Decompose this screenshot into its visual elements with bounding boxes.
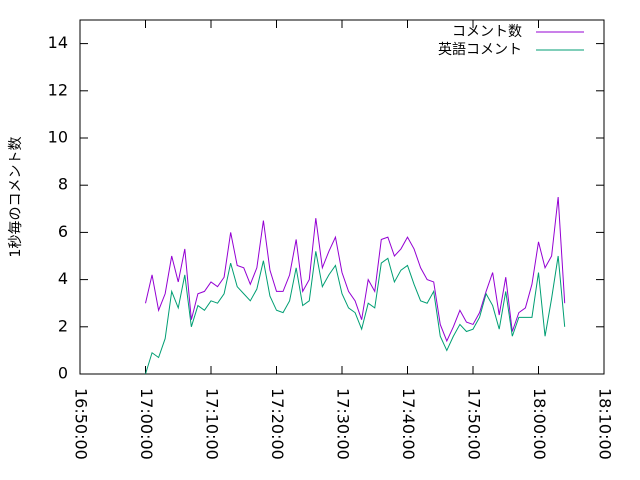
y-axis-label: 1秒毎のコメント数 [8, 137, 24, 258]
legend-label: 英語コメント [438, 41, 522, 58]
plot-frame [79, 19, 605, 375]
x-tick-label: 18:00:00 [530, 388, 549, 460]
x-tick-label: 17:40:00 [399, 388, 418, 460]
y-tick-label: 0 [58, 364, 68, 383]
x-tick-label: 17:00:00 [137, 388, 156, 460]
x-tick-label: 17:30:00 [334, 388, 353, 460]
y-tick-label: 6 [58, 222, 68, 241]
x-tick-label: 17:20:00 [268, 388, 287, 460]
x-tick-label: 18:10:00 [596, 388, 615, 460]
y-tick-label: 8 [58, 175, 68, 194]
x-tick-label: 16:50:00 [72, 388, 91, 460]
x-tick-label: 17:50:00 [465, 388, 484, 460]
y-tick-label: 12 [48, 80, 68, 99]
series-line [145, 196, 566, 343]
y-tick-label: 4 [58, 269, 68, 288]
y-tick-label: 2 [58, 316, 68, 335]
y-tick-label: 10 [48, 128, 68, 147]
legend-label: コメント数 [452, 24, 522, 40]
series-line [145, 251, 566, 375]
y-tick-label: 14 [48, 33, 68, 52]
x-tick-label: 17:10:00 [203, 388, 222, 460]
